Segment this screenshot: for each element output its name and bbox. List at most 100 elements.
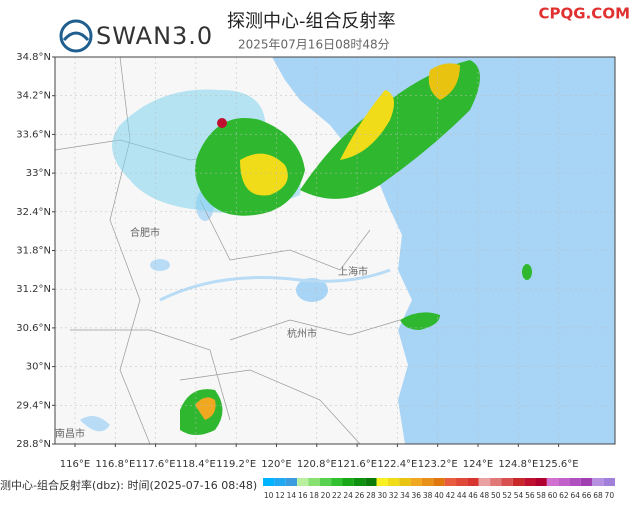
- legend-swatch: [331, 478, 343, 486]
- lon-label: 119.2°E: [216, 459, 256, 470]
- lon-label: 117.6°E: [136, 459, 176, 470]
- graticule: [55, 57, 615, 444]
- lat-label: 30.6°N: [16, 323, 51, 334]
- legend-swatch: [478, 478, 491, 486]
- subtitle: 2025年07月16日08时48分: [238, 38, 390, 52]
- footer-caption: 测中心-组合反射率(dbz): 时间(2025-07-16 08:48): [0, 478, 257, 492]
- legend-swatch: [263, 478, 275, 486]
- echo-red: [217, 118, 227, 128]
- legend-swatch: [569, 478, 581, 486]
- lon-label: 118.4°E: [176, 459, 216, 470]
- legend-swatch: [274, 478, 286, 486]
- legend-level: 14: [287, 491, 297, 500]
- echo-band-core: [340, 90, 394, 160]
- map-axes: 34.8°N 34.2°N 33.6°N 33°N 32.4°N 31.8°N 31.2°N…: [16, 52, 578, 470]
- logo-text: SWAN3.0: [96, 22, 213, 50]
- legend-level: 50: [491, 491, 501, 500]
- legend-level: 36: [412, 491, 422, 500]
- city-label: 上海市: [338, 265, 368, 278]
- watermark: CPQG.COM: [539, 5, 630, 23]
- echo-south-core: [195, 397, 216, 420]
- lon-label: 120°E: [261, 459, 291, 470]
- city-label: 合肥市: [130, 226, 160, 239]
- legend-swatch: [399, 478, 411, 486]
- legend-swatch: [580, 478, 593, 486]
- lon-label: 120.8°E: [297, 459, 337, 470]
- city-label: 杭州市: [287, 327, 317, 340]
- legend-level: 66: [582, 491, 592, 500]
- legend-level: 18: [309, 491, 319, 500]
- legend-level: 46: [468, 491, 478, 500]
- legend-swatch: [490, 478, 502, 486]
- legend-swatch: [535, 478, 547, 486]
- legend-swatch: [444, 478, 457, 486]
- legend-swatch: [308, 478, 320, 486]
- lat-label: 32.4°N: [16, 207, 51, 218]
- legend-swatch: [319, 478, 332, 486]
- legend-level: 34: [400, 491, 410, 500]
- legend-level: 24: [343, 491, 353, 500]
- lon-label: 123.2°E: [418, 459, 458, 470]
- legend-swatch: [546, 478, 559, 486]
- logo-ring: [59, 19, 93, 53]
- legend-level: 48: [480, 491, 490, 500]
- title: 探测中心-组合反射率: [227, 11, 396, 32]
- legend-swatch: [342, 478, 354, 486]
- lat-label: 33.6°N: [16, 129, 51, 140]
- legend-level: 30: [377, 491, 387, 500]
- legend-swatch: [297, 478, 309, 486]
- lat-label: 31.2°N: [16, 284, 51, 295]
- lat-label: 33°N: [26, 168, 51, 179]
- lake-taihu: [296, 278, 328, 302]
- legend-swatch: [353, 478, 366, 486]
- legend-swatch: [501, 478, 513, 486]
- legend-level: 20: [321, 491, 331, 500]
- legend-swatch: [512, 478, 525, 486]
- echo-east: [522, 264, 532, 280]
- lat-label: 31.8°N: [16, 246, 51, 257]
- legend-level: 56: [525, 491, 535, 500]
- lon-label: 116°E: [60, 459, 90, 470]
- legend-level: 32: [389, 491, 399, 500]
- legend-swatch: [376, 478, 388, 486]
- lat-label: 34.8°N: [16, 52, 51, 63]
- legend-swatch: [524, 478, 536, 486]
- legend-swatch: [433, 478, 445, 486]
- legend-level: 54: [514, 491, 524, 500]
- legend-level: 42: [446, 491, 456, 500]
- lake-chaohu: [150, 259, 170, 271]
- lon-label: 122.4°E: [377, 459, 417, 470]
- legend-swatch: [456, 478, 468, 486]
- lat-label: 28.8°N: [16, 439, 51, 450]
- boundary: [199, 199, 371, 271]
- legend-level: 58: [536, 491, 546, 500]
- echo-yellow: [240, 153, 288, 196]
- boundary: [229, 319, 401, 341]
- legend-level: 44: [457, 491, 467, 500]
- lat-label: 29.4°N: [16, 400, 51, 411]
- lon-label: 121.6°E: [337, 459, 377, 470]
- echo-east: [400, 312, 440, 330]
- lon-label: 125.6°E: [539, 459, 579, 470]
- echo-band-core: [428, 63, 460, 100]
- logo-wave: [62, 31, 90, 42]
- legend-level: 70: [605, 491, 615, 500]
- legend-level: 52: [502, 491, 512, 500]
- lake-poyang: [80, 416, 110, 432]
- boundary: [70, 329, 231, 421]
- legend-level: 64: [570, 491, 580, 500]
- radar-echoes: [112, 60, 532, 435]
- legend-level: 38: [423, 491, 433, 500]
- city-label: 南昌市: [55, 427, 85, 440]
- logo-icon: [59, 19, 93, 53]
- legend-level: 28: [366, 491, 376, 500]
- legend-level: 68: [593, 491, 603, 500]
- legend-level: 26: [355, 491, 365, 500]
- legend-level: 40: [434, 491, 444, 500]
- lon-label: 124.8°E: [498, 459, 538, 470]
- legend-swatch: [421, 478, 434, 486]
